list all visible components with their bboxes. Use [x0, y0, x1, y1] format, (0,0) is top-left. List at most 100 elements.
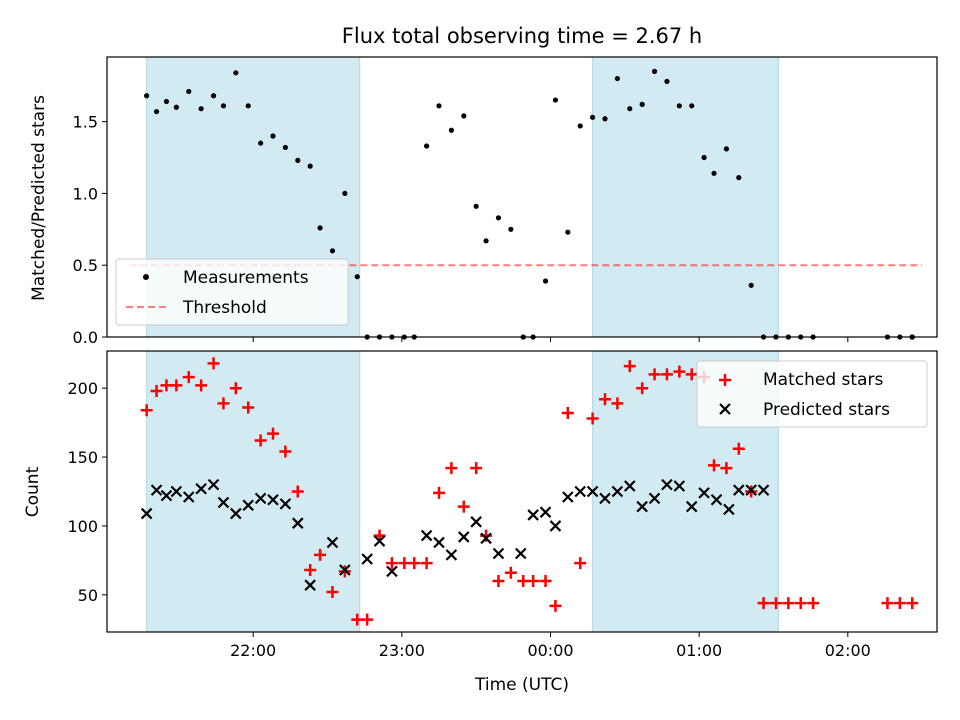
top-observing-window-2 — [592, 56, 779, 338]
predicted-star-point — [492, 547, 505, 560]
matched-star-point — [279, 445, 292, 458]
predicted-star-point — [304, 579, 316, 591]
matched-star-point — [470, 462, 483, 475]
measurement-point — [295, 157, 301, 163]
predicted-star-point — [267, 493, 279, 506]
measurement-point — [144, 93, 150, 99]
matched-star-point — [229, 382, 242, 395]
xtick-label: 00:00 — [527, 641, 573, 660]
matched-star-point — [782, 597, 795, 610]
matched-star-point — [527, 575, 540, 588]
legend-matched-label: Matched stars — [763, 370, 883, 390]
measurement-point — [270, 133, 276, 139]
predicted-star-point — [339, 564, 351, 576]
predicted-star-point — [661, 478, 673, 491]
legend-predicted-marker — [719, 403, 731, 415]
measurement-point — [664, 78, 670, 85]
matched-star-point — [732, 442, 745, 455]
top-legend-box — [115, 258, 349, 326]
measurement-point — [258, 140, 264, 146]
measurement-point — [711, 170, 717, 176]
top-ytick-label: 0.0 — [73, 328, 98, 347]
top-ytick-label: 1.5 — [73, 113, 98, 132]
matched-star-point — [623, 360, 636, 373]
x-axis-label: Time (UTC) — [474, 675, 569, 695]
matched-star-point — [492, 575, 505, 588]
measurement-point — [210, 93, 217, 99]
matched-star-point — [433, 486, 445, 499]
predicted-star-point — [623, 480, 636, 492]
bottom-ytick-label: 200 — [67, 379, 98, 398]
bottom-ytick-label: 150 — [67, 448, 98, 467]
predicted-star-point — [574, 485, 587, 498]
top-ytick-label: 1.0 — [73, 184, 98, 203]
matched-star-point — [361, 613, 374, 626]
measurement-point — [577, 123, 583, 129]
legend-measurements-label: Measurements — [183, 268, 309, 288]
predicted-star-point — [514, 547, 527, 560]
bottom-observing-window-1 — [146, 350, 361, 633]
measurement-point — [627, 106, 633, 112]
measurement-point — [602, 116, 608, 122]
matched-star-point — [267, 427, 279, 440]
measurement-point — [542, 278, 549, 284]
matched-star-point — [574, 557, 587, 570]
legend-matched-marker — [719, 374, 731, 386]
matched-star-point — [314, 548, 327, 561]
measurement-point — [424, 143, 430, 149]
measurement-point — [342, 190, 348, 197]
measurement-point — [198, 106, 204, 112]
predicted-star-point — [698, 487, 710, 499]
predicted-star-point — [470, 516, 482, 528]
matched-star-point — [207, 357, 220, 370]
matched-star-point — [445, 462, 458, 475]
legend-predicted-label: Predicted stars — [763, 400, 890, 420]
top-panel: 0.0 0.5 1.0 1.5 Matched/Predicted stars Mea… — [29, 56, 938, 347]
bottom-y-axis-label: Count — [23, 466, 43, 517]
matched-star-point — [408, 557, 421, 570]
xtick-label: 02:00 — [825, 641, 871, 660]
predicted-star-point — [291, 517, 304, 529]
predicted-star-point — [673, 480, 686, 492]
predicted-star-point — [648, 492, 661, 505]
xtick-label: 01:00 — [676, 641, 722, 660]
measurement-point — [495, 215, 502, 221]
measurement-point — [508, 226, 514, 232]
measurement-point — [552, 97, 559, 103]
predicted-star-point — [433, 536, 445, 549]
matched-star-point — [504, 566, 517, 579]
matched-star-point — [254, 434, 267, 447]
top-plot-frame — [106, 56, 938, 338]
legend-threshold-label: Threshold — [182, 298, 267, 318]
measurement-point — [483, 238, 489, 244]
matched-star-point — [720, 462, 733, 475]
predicted-star-point — [160, 489, 173, 502]
measurement-point — [317, 225, 323, 231]
measurement-point — [676, 103, 682, 109]
measurement-point — [173, 104, 179, 110]
measurement-point — [163, 98, 170, 105]
measurement-point — [329, 248, 336, 254]
matched-star-point — [807, 597, 820, 610]
predicted-star-point — [745, 484, 757, 496]
measurement-point — [689, 103, 695, 109]
matched-star-point — [140, 404, 153, 417]
measurement-point — [448, 127, 454, 133]
predicted-star-point — [242, 499, 255, 512]
matched-star-point — [769, 597, 782, 610]
measurement-point — [354, 274, 360, 280]
bottom-legend: Matched stars Predicted stars — [696, 360, 928, 428]
predicted-star-point — [373, 535, 386, 547]
matched-star-point — [217, 397, 230, 410]
predicted-star-point — [170, 485, 183, 498]
predicted-star-point — [182, 491, 195, 503]
predicted-star-point — [562, 491, 574, 503]
matched-star-point — [195, 379, 208, 392]
predicted-star-point — [279, 498, 292, 510]
matched-star-point — [611, 397, 624, 410]
measurement-point — [307, 163, 313, 169]
measurement-point — [461, 113, 467, 119]
measurement-point — [639, 101, 645, 107]
matched-star-point — [660, 368, 673, 381]
measurement-point — [153, 108, 160, 115]
